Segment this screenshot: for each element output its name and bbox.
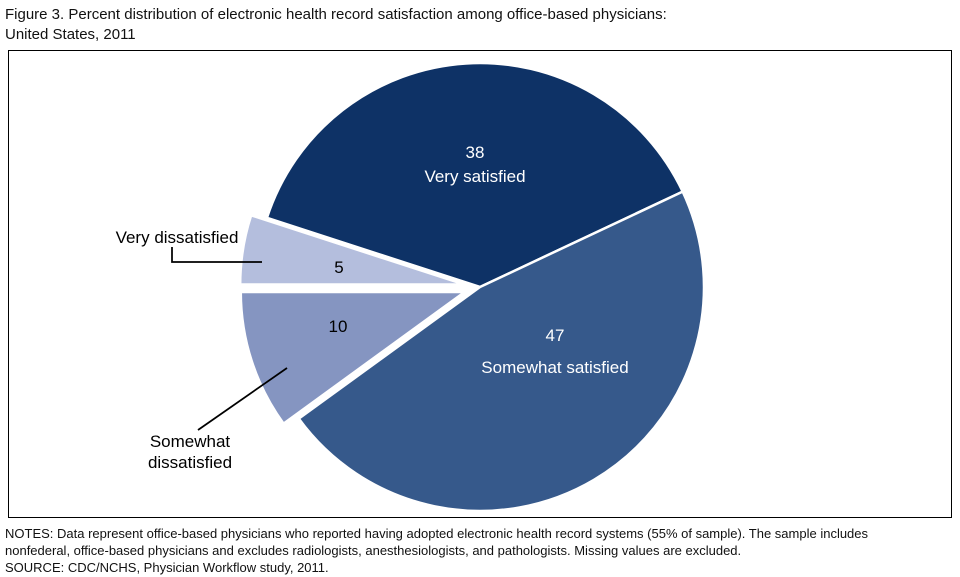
pie-value-very-dissatisfied: 5 [334,258,343,277]
callout-label-somewhat-dissatisfied-line2: dissatisfied [148,453,232,472]
notes-line-2: nonfederal, office-based physicians and … [5,543,742,558]
pie-slice-very-dissatisfied [238,214,466,286]
pie-chart: 38 Very satisfied 47 Somewhat satisfied 10 5 V… [116,61,706,513]
pie-value-very-satisfied: 38 [466,143,485,162]
pie-slice-somewhat-satisfied [297,190,706,513]
pie-label-very-satisfied: Very satisfied [424,167,525,186]
figure-title-line1: Figure 3. Percent distribution of electr… [5,6,667,23]
pie-slice-somewhat-dissatisfied [239,290,467,425]
source-line: SOURCE: CDC/NCHS, Physician Workflow stu… [5,560,329,575]
callout-label-very-dissatisfied: Very dissatisfied [116,228,239,247]
notes-line-1: NOTES: Data represent office-based physi… [5,526,869,541]
pie-slice-very-satisfied [265,61,684,289]
figure-title-line2: United States, 2011 [5,26,136,43]
callout-label-somewhat-dissatisfied-line1: Somewhat [150,432,231,451]
pie-value-somewhat-satisfied: 47 [546,326,565,345]
pie-label-somewhat-satisfied: Somewhat satisfied [481,358,628,377]
leader-line-somewhat-dissatisfied [197,367,288,431]
leader-line-very-dissatisfied [171,247,262,263]
figure-title: Figure 3. Percent distribution of electr… [0,0,960,45]
chart-plot-area: 38 Very satisfied 47 Somewhat satisfied 10 5 V… [8,50,952,518]
pie-value-somewhat-dissatisfied: 10 [329,317,348,336]
figure-notes: NOTES: Data represent office-based physi… [0,518,960,576]
